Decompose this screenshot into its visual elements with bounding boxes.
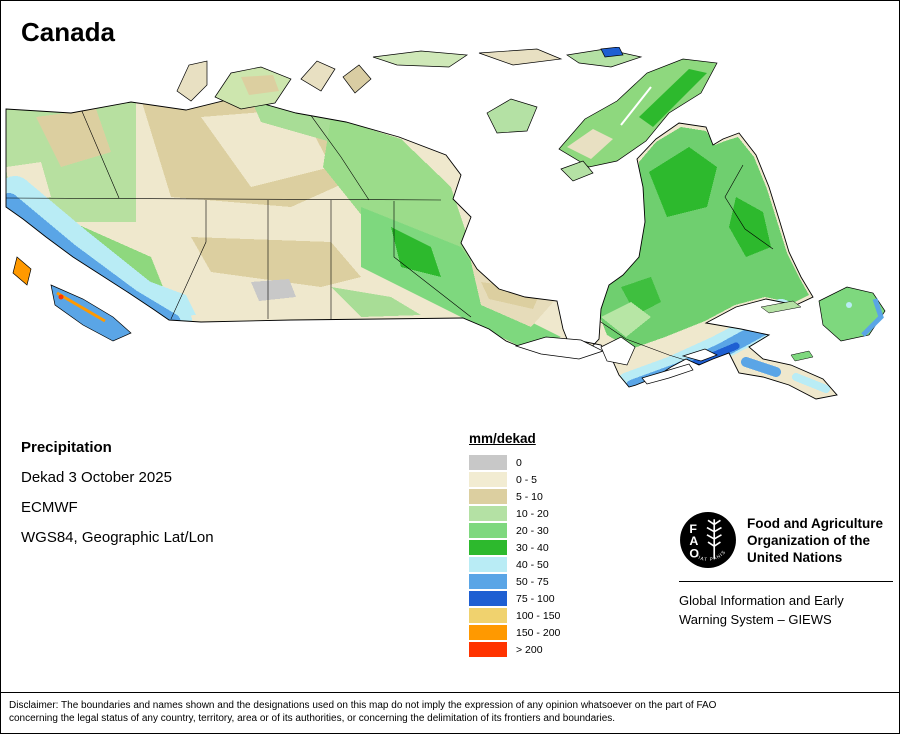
wheat-ear-icon (706, 519, 722, 559)
legend-item: > 200 (469, 641, 560, 658)
fao-org-name: Food and Agriculture Organization of the… (747, 516, 883, 565)
svg-text:O: O (689, 547, 699, 561)
provincial-borders (6, 98, 774, 366)
legend-swatch (469, 591, 507, 606)
legend-title: mm/dekad (469, 431, 536, 446)
islands (12, 47, 886, 362)
legend-label: > 200 (516, 643, 543, 656)
legend-swatch (469, 625, 507, 640)
legend-swatch (469, 506, 507, 521)
legend-label: 150 - 200 (516, 626, 561, 639)
attribution-divider (679, 581, 893, 582)
map-layer-name: Precipitation (21, 439, 112, 456)
legend-swatch (469, 472, 507, 487)
legend-swatch (469, 574, 507, 589)
legend-item: 10 - 20 (469, 505, 560, 522)
legend-label: 20 - 30 (516, 524, 549, 537)
legend-swatch (469, 608, 507, 623)
legend-label: 50 - 75 (516, 575, 549, 588)
legend-item: 75 - 100 (469, 590, 560, 607)
disclaimer-line: Disclaimer: The boundaries and names sho… (9, 700, 717, 711)
legend-item: 5 - 10 (469, 488, 560, 505)
legend-item: 30 - 40 (469, 539, 560, 556)
disclaimer-line: concerning the legal status of any count… (9, 713, 616, 724)
map-info: Precipitation Dekad 3 October 2025 ECMWF… (21, 439, 214, 559)
map-source: ECMWF (21, 499, 78, 516)
legend-label: 5 - 10 (516, 490, 543, 503)
legend-swatch (469, 523, 507, 538)
giews-name: Global Information and Early Warning Sys… (679, 593, 844, 627)
map-projection: WGS84, Geographic Lat/Lon (21, 529, 214, 546)
svg-text:F: F (689, 522, 697, 536)
legend-label: 0 (516, 456, 522, 469)
legend-item: 150 - 200 (469, 624, 560, 641)
map-period: Dekad 3 October 2025 (21, 469, 172, 486)
legend-swatch (469, 455, 507, 470)
legend-item: 0 (469, 454, 560, 471)
legend-swatch (469, 642, 507, 657)
legend-label: 0 - 5 (516, 473, 538, 486)
attribution-block: F A O FIAT PANIS Food and Agriculture Or… (679, 511, 893, 629)
legend-label: 40 - 50 (516, 558, 549, 571)
legend-swatch (469, 489, 507, 504)
legend-item: 50 - 75 (469, 573, 560, 590)
disclaimer: Disclaimer: The boundaries and names sho… (1, 692, 899, 733)
great-lakes (514, 336, 718, 385)
fao-logo-icon: F A O FIAT PANIS (680, 512, 736, 568)
svg-text:A: A (689, 534, 698, 548)
legend-item: 100 - 150 (469, 607, 560, 624)
legend: mm/dekad 0 0 - 5 5 - 10 10 - 20 20 - 30 … (469, 431, 560, 658)
legend-item: 40 - 50 (469, 556, 560, 573)
legend-label: 75 - 100 (516, 592, 555, 605)
legend-swatch (469, 540, 507, 555)
legend-label: 10 - 20 (516, 507, 549, 520)
page-title: Canada (21, 17, 115, 47)
legend-item: 0 - 5 (469, 471, 560, 488)
legend-label: 100 - 150 (516, 609, 561, 622)
legend-swatch (469, 557, 507, 572)
legend-label: 30 - 40 (516, 541, 549, 554)
canada-precipitation-map (5, 47, 886, 400)
legend-item: 20 - 30 (469, 522, 560, 539)
